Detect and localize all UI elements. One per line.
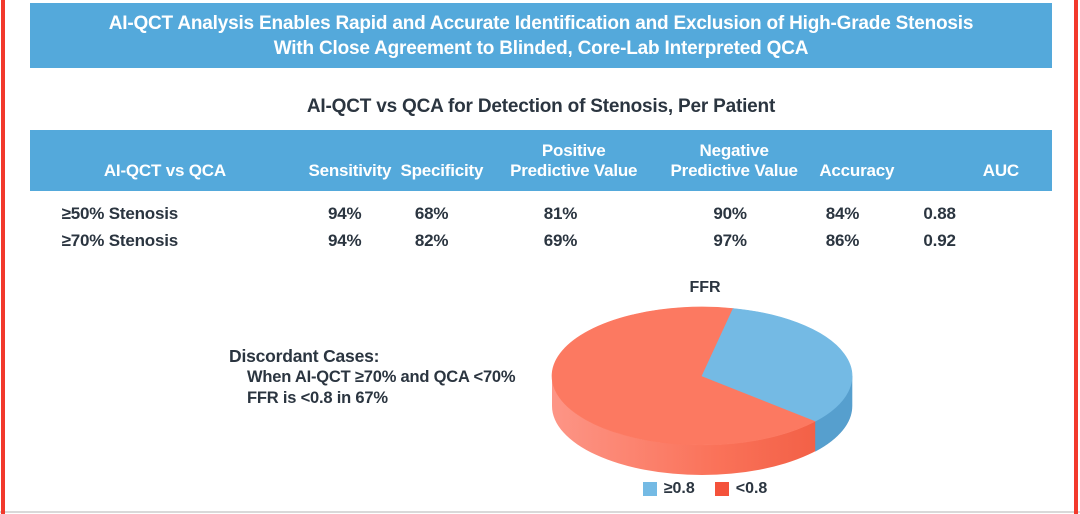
discordant-heading: Discordant Cases: <box>229 346 380 366</box>
auc-value: 0.92 <box>923 231 956 250</box>
legend-label-lt08: <0.8 <box>735 480 768 497</box>
discordant-line2: FFR is <0.8 in 67% <box>247 389 388 407</box>
column-header-accuracy: Accuracy <box>819 161 895 180</box>
row-label: ≥50% Stenosis <box>61 204 179 223</box>
ffr-pie-chart <box>551 306 853 475</box>
column-header-sensitivity: Sensitivity <box>308 161 392 180</box>
table-title: AI-QCT vs QCA for Detection of Stenosis,… <box>306 96 776 117</box>
accuracy-value: 86% <box>825 231 860 250</box>
pie-legend: ≥0.8 <0.8 <box>530 480 880 498</box>
table-row-70pct-stenosis: ≥70% Stenosis 94% 82% 69% 97% 86% 0.92 <box>30 228 1052 254</box>
specificity-value: 82% <box>414 231 449 250</box>
accuracy-value: 84% <box>825 204 860 223</box>
discordant-cases-note: Discordant Cases: When AI-QCT ≥70% and Q… <box>229 345 516 409</box>
ppv-value: 69% <box>543 231 578 250</box>
frame-border-left <box>1 0 5 514</box>
column-header-specificity: Specificity <box>400 161 484 180</box>
auc-value: 0.88 <box>923 204 956 223</box>
legend-item-lt08: <0.8 <box>714 480 768 498</box>
ppv-value: 81% <box>543 204 578 223</box>
legend-label-ge08: ≥0.8 <box>663 480 695 497</box>
table-header-row: AI-QCT vs QCA Sensitivity Specificity Po… <box>30 130 1052 191</box>
legend-swatch-lt08-icon <box>714 482 729 496</box>
npv-value: 97% <box>713 231 747 250</box>
page-edge-line <box>0 511 1080 513</box>
column-header-comparison: AI-QCT vs QCA <box>103 161 226 180</box>
column-header-npv: Negative Predictive Value <box>670 141 798 180</box>
discordant-line1: When AI-QCT ≥70% and QCA <70% <box>247 368 516 386</box>
pie-chart-title: FFR <box>689 279 721 296</box>
sensitivity-value: 94% <box>328 204 362 223</box>
legend-item-ge08: ≥0.8 <box>642 480 695 498</box>
banner-title-line1: AI-QCT Analysis Enables Rapid and Accura… <box>108 12 974 34</box>
frame-border-right <box>1074 0 1078 514</box>
banner-title-line2: With Close Agreement to Blinded, Core-La… <box>273 37 809 59</box>
npv-value: 90% <box>713 204 747 223</box>
banner-title: AI-QCT Analysis Enables Rapid and Accura… <box>30 3 1052 68</box>
column-header-ppv: Positive Predictive Value <box>510 141 638 180</box>
specificity-value: 68% <box>414 204 449 223</box>
table-row-50pct-stenosis: ≥50% Stenosis 94% 68% 81% 90% 84% 0.88 <box>30 201 1052 227</box>
row-label: ≥70% Stenosis <box>61 231 179 250</box>
column-header-auc: AUC <box>982 161 1020 180</box>
sensitivity-value: 94% <box>328 231 362 250</box>
legend-swatch-ge08-icon <box>642 482 657 496</box>
